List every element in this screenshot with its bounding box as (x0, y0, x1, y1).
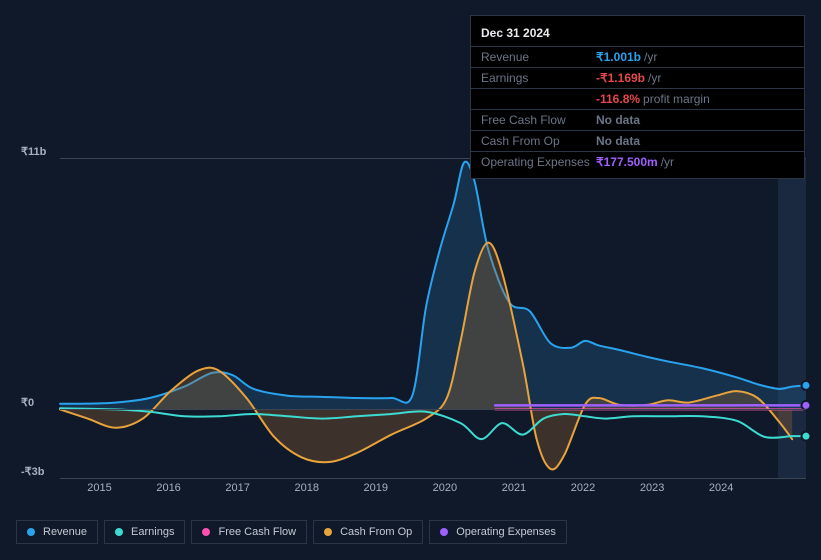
tooltip-row: Free Cash FlowNo data (471, 109, 804, 130)
legend-dot (324, 528, 332, 536)
tooltip-rows: Revenue₹1.001b/yrEarnings-₹1.169b/yr-116… (471, 46, 804, 172)
legend-label: Free Cash Flow (218, 526, 296, 538)
x-label: 2020 (433, 482, 457, 494)
legend-label: Operating Expenses (456, 526, 556, 538)
tooltip-row-value: -₹1.169b (596, 71, 645, 85)
legend: Revenue Earnings Free Cash Flow Cash From O… (16, 520, 567, 544)
legend-dot (27, 528, 35, 536)
legend-dot (115, 528, 123, 536)
x-label: 2022 (571, 482, 595, 494)
tooltip-row-value: ₹1.001b (596, 50, 641, 64)
x-label: 2016 (156, 482, 180, 494)
tooltip-date: Dec 31 2024 (471, 22, 804, 46)
revenue-area (60, 162, 806, 410)
tooltip-row-label: Cash From Op (481, 134, 596, 148)
legend-label: Cash From Op (340, 526, 412, 538)
legend-label: Revenue (43, 526, 87, 538)
tooltip-row: Revenue₹1.001b/yr (471, 46, 804, 67)
legend-item-operating-expenses[interactable]: Operating Expenses (429, 520, 567, 544)
x-label: 2018 (294, 482, 318, 494)
legend-item-earnings[interactable]: Earnings (104, 520, 185, 544)
tooltip-row-suffix: /yr (644, 50, 657, 64)
tooltip-row: Cash From OpNo data (471, 130, 804, 151)
tooltip-row-suffix: profit margin (643, 92, 710, 106)
revenue-end-dot (802, 381, 811, 390)
legend-item-free-cash-flow[interactable]: Free Cash Flow (191, 520, 307, 544)
tooltip-row-label: Operating Expenses (481, 155, 596, 169)
chart-svg (16, 158, 806, 478)
tooltip-row-value: ₹177.500m (596, 155, 658, 169)
tooltip-row-suffix: /yr (648, 71, 661, 85)
chart-area: ₹11b₹0-₹3b (16, 158, 806, 478)
tooltip-row: -116.8%profit margin (471, 88, 804, 109)
x-label: 2017 (225, 482, 249, 494)
baseline-bottom (60, 478, 806, 479)
y-label: ₹11b (21, 145, 46, 158)
tooltip-row: Earnings-₹1.169b/yr (471, 67, 804, 88)
x-label: 2023 (640, 482, 664, 494)
x-label: 2021 (502, 482, 526, 494)
data-tooltip: Dec 31 2024 Revenue₹1.001b/yrEarnings-₹1… (470, 15, 805, 179)
tooltip-row-label: Revenue (481, 50, 596, 64)
tooltip-row-suffix: /yr (661, 155, 674, 169)
legend-label: Earnings (131, 526, 174, 538)
earnings-line (60, 408, 806, 439)
tooltip-row-label: Earnings (481, 71, 596, 85)
x-label: 2015 (87, 482, 111, 494)
tooltip-row-value: No data (596, 134, 640, 148)
legend-item-cash-from-op[interactable]: Cash From Op (313, 520, 423, 544)
legend-dot (202, 528, 210, 536)
baseline-zero (60, 409, 806, 410)
legend-dot (440, 528, 448, 536)
tooltip-row-value: No data (596, 113, 640, 127)
legend-item-revenue[interactable]: Revenue (16, 520, 98, 544)
x-label: 2019 (364, 482, 388, 494)
tooltip-row-label: Free Cash Flow (481, 113, 596, 127)
x-label: 2024 (709, 482, 733, 494)
tooltip-row-value: -116.8% (596, 92, 640, 106)
tooltip-row: Operating Expenses₹177.500m/yr (471, 151, 804, 172)
earnings-end-dot (802, 432, 811, 441)
